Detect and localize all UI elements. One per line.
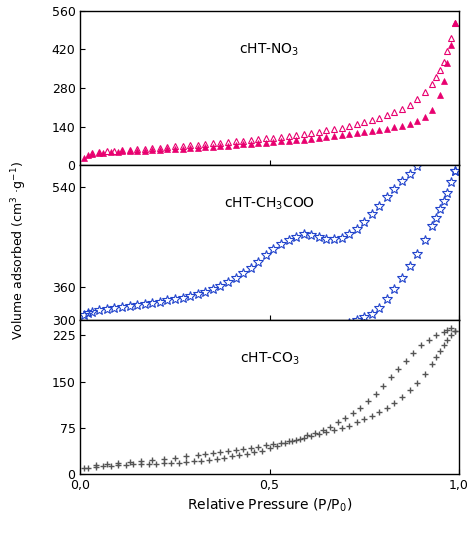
Text: Volume adsorbed (cm$^3$ ·g$^{-1}$): Volume adsorbed (cm$^3$ ·g$^{-1}$) — [9, 161, 29, 340]
Text: cHT-CO$_3$: cHT-CO$_3$ — [240, 350, 299, 367]
Text: cHT-CH$_3$COO: cHT-CH$_3$COO — [224, 196, 315, 212]
X-axis label: Relative Pressure (P/P$_0$): Relative Pressure (P/P$_0$) — [187, 496, 352, 514]
Text: cHT-NO$_3$: cHT-NO$_3$ — [239, 41, 300, 58]
